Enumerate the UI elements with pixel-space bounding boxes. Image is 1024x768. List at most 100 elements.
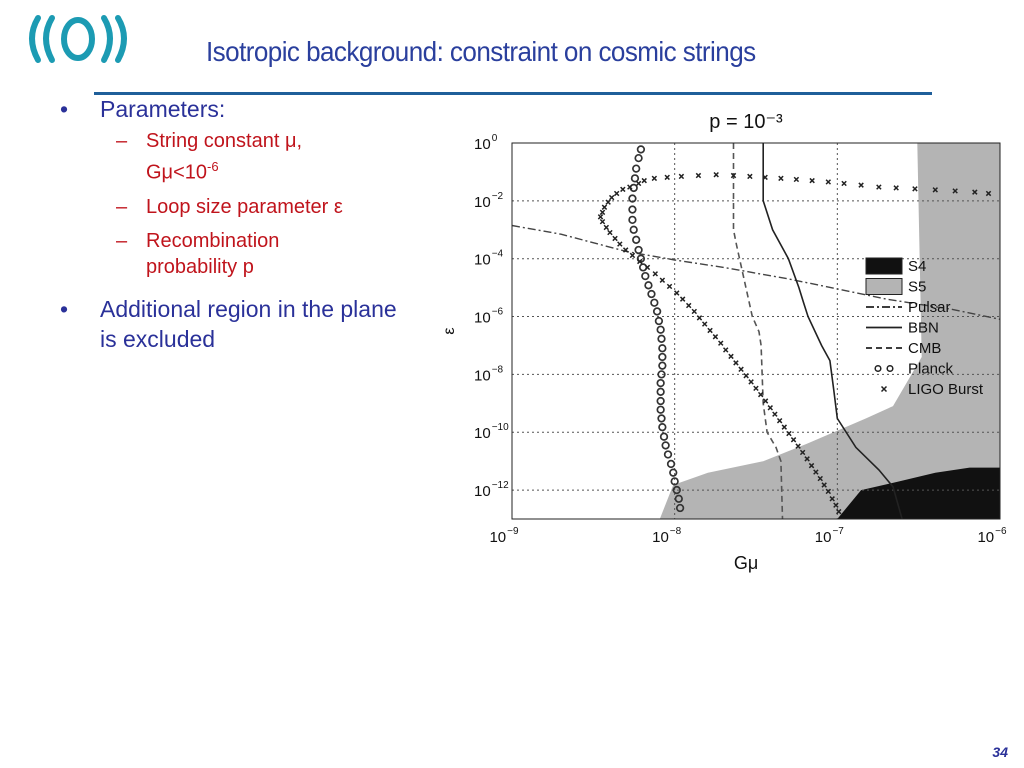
ligo-burst-point: [833, 502, 839, 508]
ligo-burst-point: [599, 209, 606, 216]
ligo-burst-point: [722, 347, 729, 353]
y-tick-label: 10−4: [474, 249, 504, 269]
planck-point: [658, 352, 667, 362]
ligo-burst-point: [651, 175, 658, 182]
ligo-burst-point: [753, 385, 759, 392]
planck-point: [652, 307, 662, 316]
ligo-burst-point: [691, 308, 698, 315]
ligo-burst-point: [813, 469, 819, 475]
ligo-burst-point: [620, 186, 626, 193]
planck-point: [650, 298, 659, 307]
ligo-burst-point: [712, 334, 719, 340]
ligo-burst-point: [781, 424, 788, 430]
ligo-burst-point: [985, 190, 992, 197]
planck-point: [641, 271, 650, 281]
ligo-burst-point: [613, 190, 620, 197]
legend-label: Pulsar: [908, 299, 951, 316]
dash-glyph: –: [116, 130, 128, 152]
legend-swatch-planck: [886, 364, 894, 373]
ligo-burst-point: [772, 411, 778, 417]
ligo-burst-point: [747, 173, 753, 180]
series-cmb: [732, 143, 784, 519]
slide-title: Isotropic background: constraint on cosm…: [206, 36, 756, 67]
planck-point: [675, 503, 685, 513]
ligo-burst-point: [767, 405, 773, 411]
ligo-burst-point: [622, 247, 629, 253]
ligo-burst-point: [652, 271, 659, 277]
planck-point: [672, 485, 681, 495]
legend: S4 S5 Pulsar BBN CMB Planck LIGO Burst: [865, 257, 984, 398]
sub-bullet-recombination: – Recombination probability p: [52, 228, 412, 280]
y-axis-label: ε: [441, 327, 458, 334]
planck-point: [657, 414, 666, 423]
ligo-burst-point: [597, 214, 604, 220]
ligo-burst-point: [748, 379, 754, 385]
y-tick-label: 10−2: [474, 191, 504, 211]
planck-point: [632, 235, 641, 244]
ligo-burst-point: [635, 180, 642, 187]
plot-frame: [511, 142, 1001, 520]
ligo-burst-point: [790, 437, 797, 443]
ligo-burst-point: [608, 194, 615, 201]
ligo-burst-point: [799, 449, 806, 456]
ligo-burst-point: [659, 277, 666, 283]
planck-point: [644, 281, 653, 290]
planck-point: [654, 316, 664, 326]
planck-point: [674, 494, 683, 503]
legend-swatch-s5: [865, 278, 903, 295]
ligo-burst-point: [695, 172, 702, 179]
planck-point: [628, 205, 637, 214]
ligo-burst-point: [718, 340, 724, 346]
sub-bullet-loop-size: – Loop size parameter ε: [52, 194, 412, 220]
legend-label: S4: [908, 258, 926, 275]
ligo-burst-point: [713, 171, 719, 178]
ligo-burst-point: [678, 173, 685, 180]
planck-point: [656, 325, 665, 334]
page-number: 34: [992, 744, 1008, 760]
planck-point: [659, 432, 669, 441]
ligo-burst-point: [804, 456, 810, 462]
planck-point: [657, 370, 666, 379]
ligo-burst-point: [817, 475, 823, 482]
x-tick-label: 10−6: [977, 526, 1007, 546]
bullet-text: Parameters:: [100, 96, 226, 122]
ligo-burst-point: [733, 360, 739, 366]
ligo-burst-point: [666, 283, 673, 290]
planck-point: [632, 164, 641, 173]
ligo-burst-point: [601, 204, 608, 210]
cosmic-string-constraint-chart: 10−9 10−8 10−7 10−6 100 10−2 10−4 10−6 10−8 10−10…: [441, 111, 1007, 573]
ligo-burst-point: [696, 315, 703, 321]
planck-point: [656, 405, 665, 414]
planck-point: [634, 245, 643, 255]
planck-point: [636, 145, 646, 154]
chart-title: p = 10⁻³: [709, 111, 783, 133]
dash-glyph: –: [116, 229, 128, 252]
ligo-burst-point: [972, 189, 978, 195]
series-pulsar: [512, 224, 1000, 320]
ligo-burst-point: [757, 391, 764, 398]
ligo-burst-point: [644, 264, 651, 271]
planck-point: [658, 422, 667, 432]
bullet-additional-region: • Additional region in the plane is excl…: [52, 294, 412, 354]
legend-label: CMB: [908, 340, 941, 357]
legend-swatch-planck: [874, 364, 882, 373]
planck-point: [658, 361, 667, 370]
planck-point: [628, 215, 637, 225]
ligo-burst-point: [912, 186, 918, 192]
planck-point: [628, 194, 637, 203]
planck-point: [629, 225, 638, 234]
ligo-burst-point: [809, 177, 815, 184]
ligo-burst-point: [825, 488, 832, 495]
ligo-burst-point: [617, 241, 623, 247]
ligo-burst-point: [793, 176, 800, 183]
ligo-burst-point: [776, 417, 783, 424]
dash-glyph: –: [116, 195, 128, 218]
ligo-burst-point: [701, 321, 708, 327]
ligo-burst-point: [728, 353, 734, 360]
planck-point: [656, 396, 665, 406]
ligo-burst-point: [707, 327, 713, 334]
ligo-burst-point: [841, 180, 847, 187]
y-tick-label: 100: [474, 133, 498, 153]
planck-point: [670, 477, 679, 486]
ligo-burst-point: [762, 174, 768, 181]
